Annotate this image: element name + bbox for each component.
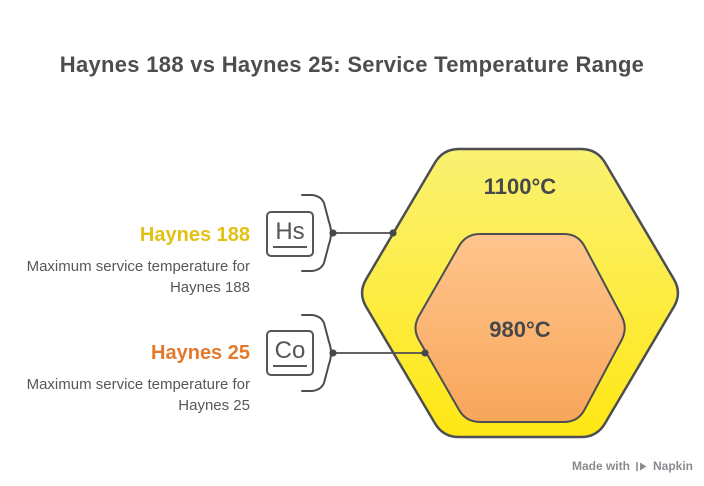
outer-hexagon-value: 1100°C [484, 174, 557, 199]
item-description-haynes-25: Maximum service temperature for Haynes 2… [0, 374, 250, 416]
watermark: Made with Napkin [572, 459, 693, 473]
inner-hexagon [414, 233, 626, 423]
description-line: Maximum service temperature for [26, 258, 250, 275]
watermark-made-with: Made with [571, 459, 630, 473]
element-symbol-hs: Hs [273, 220, 307, 248]
napkin-logo-icon [636, 461, 647, 471]
description-line: Maximum service temperature for [26, 376, 250, 393]
description-line: Haynes 25 [178, 397, 250, 414]
connector-dot [389, 229, 397, 237]
element-box-co: Co [266, 330, 314, 376]
element-symbol-co: Co [272, 339, 308, 367]
watermark-brand: Napkin [652, 459, 693, 473]
element-box-hs: Hs [266, 211, 314, 257]
connector-dot [329, 229, 337, 237]
connector-dot [421, 349, 429, 357]
item-name-haynes-25: Haynes 25 [151, 342, 250, 364]
description-line: Haynes 188 [169, 279, 250, 296]
item-description-haynes-188: Maximum service temperature for Haynes 1… [0, 256, 250, 298]
page-title: Haynes 188 vs Haynes 25: Service Tempera… [59, 52, 645, 77]
inner-hexagon-value: 980°C [489, 317, 551, 342]
item-name-haynes-188: Haynes 188 [139, 224, 250, 246]
connector-dot [329, 349, 337, 357]
